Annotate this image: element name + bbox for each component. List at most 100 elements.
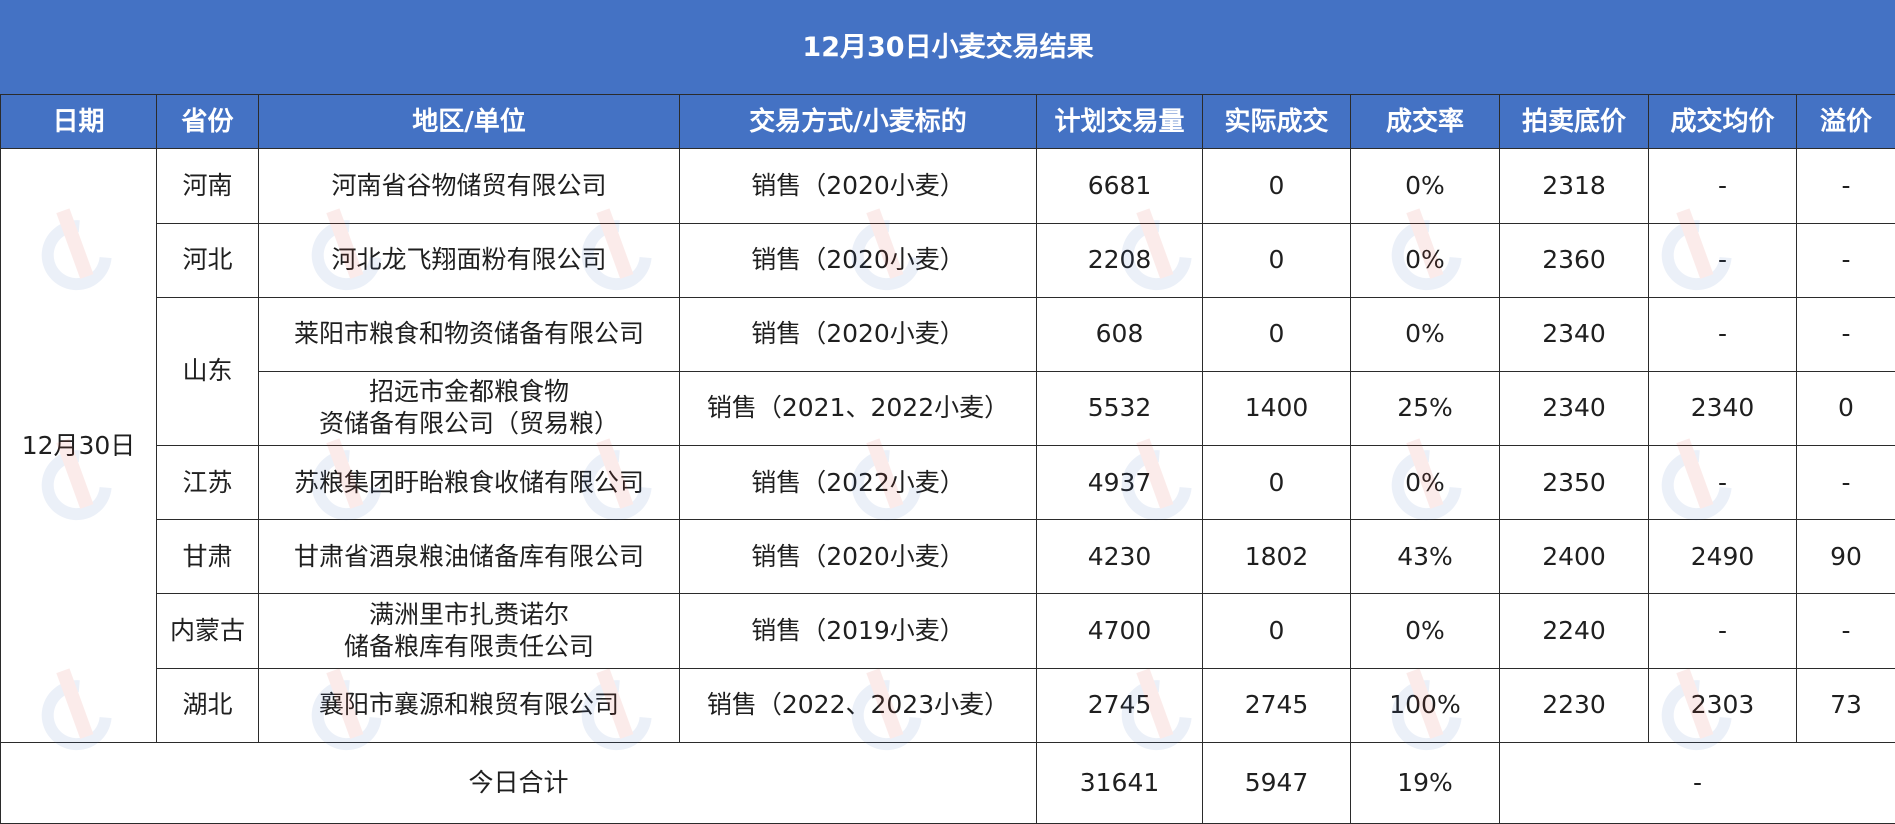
unit-line-1: 招远市金都粮食物: [368, 377, 569, 407]
total-label: 今日合计: [0, 741, 1037, 824]
premium-cell: -: [1796, 445, 1895, 521]
total-rest: -: [1499, 741, 1895, 824]
table-row: 江苏 苏粮集团盱眙粮食收储有限公司 销售（2022小麦） 4937 0 0% 2…: [1, 445, 1895, 521]
base-price-cell: 2350: [1499, 445, 1649, 521]
unit-cell: 河北龙飞翔面粉有限公司: [258, 222, 680, 298]
unit-cell: 莱阳市粮食和物资储备有限公司: [258, 296, 680, 372]
col-header-actual: 实际成交: [1202, 94, 1351, 150]
planned-cell: 6681: [1036, 148, 1203, 224]
premium-cell: 0: [1796, 370, 1895, 447]
planned-cell: 4700: [1036, 593, 1203, 669]
province-cell: 江苏: [156, 445, 259, 521]
total-rate: 19%: [1350, 741, 1500, 824]
col-header-premium: 溢价: [1796, 94, 1895, 150]
method-cell: 销售（2022、2023小麦）: [679, 667, 1037, 743]
rate-cell: 0%: [1350, 148, 1500, 224]
avg-price-cell: 2303: [1648, 667, 1797, 743]
premium-cell: 73: [1796, 667, 1895, 743]
premium-cell: 90: [1796, 519, 1895, 595]
avg-price-cell: -: [1648, 222, 1797, 298]
unit-cell: 甘肃省酒泉粮油储备库有限公司: [258, 519, 680, 595]
unit-line-1: 满洲里市扎赉诺尔: [368, 599, 569, 629]
planned-cell: 608: [1036, 296, 1203, 372]
unit-line-2: 储备粮库有限责任公司: [343, 631, 594, 661]
avg-price-cell: 2490: [1648, 519, 1797, 595]
rate-cell: 0%: [1350, 445, 1500, 521]
actual-cell: 0: [1202, 296, 1351, 372]
total-actual: 5947: [1202, 741, 1351, 824]
unit-cell: 招远市金都粮食物 资储备有限公司（贸易粮）: [258, 370, 680, 447]
avg-price-cell: -: [1648, 296, 1797, 372]
base-price-cell: 2240: [1499, 593, 1649, 669]
table-row: 山东 莱阳市粮食和物资储备有限公司 销售（2020小麦） 608 0 0% 23…: [1, 296, 1895, 447]
province-cell: 内蒙古: [156, 593, 259, 669]
table-title: 12月30日小麦交易结果: [0, 0, 1895, 96]
table-row: 河北 河北龙飞翔面粉有限公司 销售（2020小麦） 2208 0 0% 2360…: [1, 222, 1895, 298]
method-cell: 销售（2020小麦）: [679, 296, 1037, 372]
unit-line-2: 资储备有限公司（贸易粮）: [318, 409, 619, 439]
method-cell: 销售（2020小麦）: [679, 148, 1037, 224]
base-price-cell: 2340: [1499, 370, 1649, 447]
avg-price-cell: -: [1648, 593, 1797, 669]
total-planned: 31641: [1036, 741, 1203, 824]
col-header-planned: 计划交易量: [1036, 94, 1203, 150]
province-cell: 甘肃: [156, 519, 259, 595]
planned-cell: 5532: [1036, 370, 1203, 447]
unit-cell: 苏粮集团盱眙粮食收储有限公司: [258, 445, 680, 521]
base-price-cell: 2318: [1499, 148, 1649, 224]
planned-cell: 4937: [1036, 445, 1203, 521]
actual-cell: 0: [1202, 148, 1351, 224]
avg-price-cell: 2340: [1648, 370, 1797, 447]
col-header-base-price: 拍卖底价: [1499, 94, 1649, 150]
province-cell: 河南: [156, 148, 259, 224]
base-price-cell: 2400: [1499, 519, 1649, 595]
actual-cell: 0: [1202, 222, 1351, 298]
method-cell: 销售（2020小麦）: [679, 222, 1037, 298]
planned-cell: 2208: [1036, 222, 1203, 298]
title-row: 12月30日小麦交易结果: [0, 0, 1895, 96]
method-cell: 销售（2021、2022小麦）: [679, 370, 1037, 447]
rate-cell: 0%: [1350, 296, 1500, 372]
col-header-date: 日期: [0, 94, 157, 150]
table-row: 甘肃 甘肃省酒泉粮油储备库有限公司 销售（2020小麦） 4230 1802 4…: [1, 519, 1895, 595]
rate-cell: 0%: [1350, 593, 1500, 669]
province-cell: 湖北: [156, 667, 259, 743]
rate-cell: 43%: [1350, 519, 1500, 595]
unit-cell: 河南省谷物储贸有限公司: [258, 148, 680, 224]
actual-cell: 1400: [1202, 370, 1351, 447]
actual-cell: 0: [1202, 445, 1351, 521]
rate-cell: 25%: [1350, 370, 1500, 447]
unit-cell: 满洲里市扎赉诺尔 储备粮库有限责任公司: [258, 593, 680, 669]
unit-cell: 襄阳市襄源和粮贸有限公司: [258, 667, 680, 743]
province-cell: 河北: [156, 222, 259, 298]
date-cell: 12月30日: [0, 148, 157, 743]
col-header-avg-price: 成交均价: [1648, 94, 1797, 150]
table-row: 内蒙古 满洲里市扎赉诺尔 储备粮库有限责任公司 销售（2019小麦） 4700 …: [1, 593, 1895, 669]
table-row: 12月30日 河南 河南省谷物储贸有限公司 销售（2020小麦） 6681 0 …: [0, 148, 1895, 743]
premium-cell: -: [1796, 222, 1895, 298]
actual-cell: 1802: [1202, 519, 1351, 595]
premium-cell: -: [1796, 148, 1895, 224]
header-row: 日期 省份 地区/单位 交易方式/小麦标的 计划交易量 实际成交 成交率 拍卖底…: [0, 94, 1895, 150]
method-cell: 销售（2020小麦）: [679, 519, 1037, 595]
province-cell: 山东: [156, 296, 259, 447]
rate-cell: 100%: [1350, 667, 1500, 743]
premium-cell: -: [1796, 593, 1895, 669]
method-cell: 销售（2022小麦）: [679, 445, 1037, 521]
total-row: 今日合计 31641 5947 19% -: [0, 741, 1895, 824]
planned-cell: 2745: [1036, 667, 1203, 743]
col-header-method: 交易方式/小麦标的: [679, 94, 1037, 150]
rate-cell: 0%: [1350, 222, 1500, 298]
actual-cell: 0: [1202, 593, 1351, 669]
col-header-rate: 成交率: [1350, 94, 1500, 150]
avg-price-cell: -: [1648, 148, 1797, 224]
method-cell: 销售（2019小麦）: [679, 593, 1037, 669]
actual-cell: 2745: [1202, 667, 1351, 743]
table-row: 湖北 襄阳市襄源和粮贸有限公司 销售（2022、2023小麦） 2745 274…: [1, 667, 1895, 743]
avg-price-cell: -: [1648, 445, 1797, 521]
base-price-cell: 2230: [1499, 667, 1649, 743]
base-price-cell: 2360: [1499, 222, 1649, 298]
base-price-cell: 2340: [1499, 296, 1649, 372]
